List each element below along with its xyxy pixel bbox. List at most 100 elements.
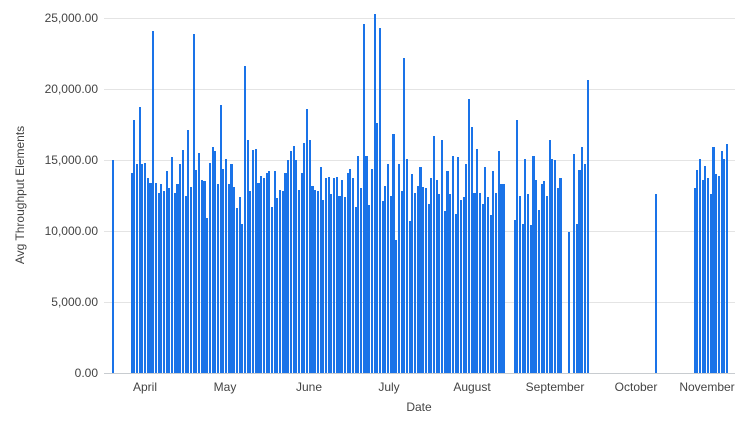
bar[interactable] [698,158,702,373]
bar[interactable] [443,211,446,373]
bar[interactable] [160,184,163,373]
bar[interactable] [349,168,352,373]
bar[interactable] [189,186,193,373]
bar[interactable] [378,27,382,373]
bar[interactable] [424,188,427,373]
bar[interactable] [422,186,425,373]
bar[interactable] [300,172,303,373]
bar[interactable] [208,162,211,373]
bar[interactable] [227,184,230,373]
bar[interactable] [135,164,139,373]
bar[interactable] [327,177,330,373]
bar[interactable] [411,174,414,373]
bar[interactable] [723,158,726,373]
bar[interactable] [370,168,373,373]
bar[interactable] [707,178,710,373]
bar[interactable] [416,185,419,373]
bar[interactable] [387,164,390,373]
bar[interactable] [287,160,290,373]
bar[interactable] [701,179,704,373]
bar[interactable] [486,196,490,373]
bar[interactable] [211,147,214,373]
bar[interactable] [171,157,174,373]
bar[interactable] [222,168,225,373]
bar[interactable] [311,185,314,373]
bar[interactable] [306,108,309,373]
bar[interactable] [225,158,228,373]
bar[interactable] [554,160,557,373]
bar[interactable] [162,191,166,373]
bar[interactable] [146,178,149,373]
bar[interactable] [476,148,479,373]
bar[interactable] [133,120,136,373]
bar[interactable] [720,151,723,373]
bar[interactable] [516,120,519,373]
bar[interactable] [513,219,516,373]
bar[interactable] [279,189,282,373]
bar[interactable] [346,172,349,373]
bar[interactable] [314,189,317,373]
bar[interactable] [578,169,581,373]
bar[interactable] [260,175,263,373]
bar[interactable] [360,188,363,373]
bar[interactable] [709,194,712,373]
bar[interactable] [365,155,368,373]
bar[interactable] [503,184,506,373]
bar[interactable] [246,140,249,373]
bar[interactable] [130,172,133,373]
bar[interactable] [392,134,395,373]
bar[interactable] [165,171,168,373]
bar[interactable] [540,184,543,373]
bar[interactable] [384,185,387,373]
bar[interactable] [252,150,255,373]
bar[interactable] [187,130,190,373]
bar[interactable] [725,144,729,373]
bar[interactable] [449,194,452,373]
bar[interactable] [693,188,696,373]
bar[interactable] [430,178,433,373]
bar[interactable] [532,155,535,373]
bar[interactable] [481,204,484,373]
bar[interactable] [581,147,584,373]
bar[interactable] [397,164,400,373]
bar[interactable] [451,155,454,373]
bar[interactable] [297,189,301,373]
bar[interactable] [459,199,463,373]
bar[interactable] [376,123,379,373]
bar[interactable] [176,184,179,373]
bar[interactable] [567,232,570,373]
bar[interactable] [354,206,357,373]
bar[interactable] [303,142,306,373]
bar[interactable] [548,140,551,373]
bar[interactable] [495,192,498,373]
bar[interactable] [521,223,524,373]
bar[interactable] [405,158,409,373]
bar[interactable] [254,148,257,373]
bar[interactable] [184,195,187,373]
bar[interactable] [198,152,201,373]
bar[interactable] [381,201,384,373]
bar[interactable] [457,157,460,373]
bar[interactable] [518,195,522,373]
bar[interactable] [144,162,147,373]
bar[interactable] [432,135,436,373]
bar[interactable] [168,188,171,373]
bar[interactable] [500,184,503,373]
bar[interactable] [262,178,265,373]
bar[interactable] [573,154,576,373]
bar[interactable] [138,107,141,373]
bar[interactable] [524,158,527,373]
bar[interactable] [527,194,530,373]
bar[interactable] [333,178,336,373]
bar[interactable] [324,178,328,373]
bar[interactable] [322,199,325,373]
bar[interactable] [241,223,244,373]
bar[interactable] [214,151,217,373]
bar[interactable] [395,239,398,373]
bar[interactable] [157,192,160,373]
bar[interactable] [438,194,441,373]
bar[interactable] [551,158,554,373]
bar[interactable] [195,169,198,373]
bar[interactable] [529,225,532,373]
bar[interactable] [545,195,549,373]
